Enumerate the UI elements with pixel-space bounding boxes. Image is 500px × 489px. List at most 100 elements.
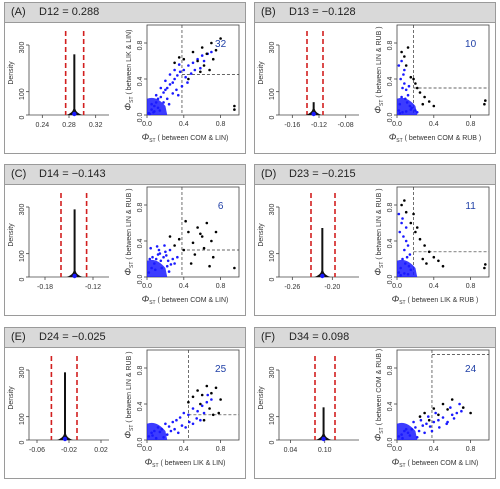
scatter-point-blue [173,68,176,72]
scatter-point-blue [158,109,162,112]
scatter-count-label: 32 [215,39,227,50]
density-plot: 0 100 300 Density -0.06 -0.02 0.02 [8,356,109,454]
panel-header: (A) D12 = 0.288 [5,3,245,23]
scatter-point-blue [401,257,404,261]
scatter-point-blue [398,111,402,115]
scatter-point-black [233,266,236,270]
scatter-point-black [483,266,486,270]
scatter-point-blue [437,418,440,422]
scatter-point-blue [406,273,410,276]
scatter-point-blue [150,102,153,106]
y-axis-label: ΦST ( between COM & RUB ) [373,349,385,442]
x-label-subscript: ST [399,300,405,306]
scatter-y-tick-label: 0.8 [387,41,394,51]
density-x-tick-label: 0.02 [94,447,108,454]
scatter-point-blue [159,95,163,99]
scatter-point-black [427,418,431,422]
scatter-point-blue [401,436,404,440]
scatter-point-blue [168,248,172,252]
scatter-point-blue [166,259,170,263]
scatter-count-label: 24 [465,364,477,375]
panel-e: (E) D24 = −0.025 0 100 300 Density -0.06 -0.0… [4,327,246,479]
y-axis-label: ΦST ( between LIK & LIN) [123,30,135,111]
scatter-y-tick-label: 0.4 [387,239,394,249]
scatter-point-blue [149,246,152,250]
scatter-point-blue [199,418,202,422]
scatter-x-tick-label: 0.0 [392,283,402,290]
scatter-point-blue [173,77,176,81]
scatter-point-blue [458,402,461,406]
panel-d-statistic: D14 = −0.143 [39,168,106,180]
scatter-point-black [437,259,440,263]
scatter-y-tick-label: 0.8 [137,41,144,51]
scatter-point-blue [430,429,434,433]
scatter-point-blue [189,72,193,75]
scatter-point-blue [160,427,164,431]
panel-label: (C) [11,168,27,180]
scatter-point-black [177,237,181,241]
scatter-point-black [191,241,195,245]
scatter-x-tick-label: 0.8 [466,283,476,290]
scatter-point-black [415,226,419,229]
density-y-tick-label: 0 [269,115,276,119]
x-label-text: ( between LIK & RUB ) [406,297,479,304]
scatter-point-blue [405,101,409,104]
scatter-point-blue [449,406,452,409]
x-axis-label: ΦST ( between COM & RUB ) [389,132,482,144]
scatter-y-tick-label: 0.0 [137,438,144,448]
panel-header: (F) D34 = 0.098 [255,328,495,348]
y-label-symbol: Φ [123,431,133,439]
scatter-point-black [205,384,209,388]
density-y-axis-label: Density [8,61,15,85]
scatter-point-black [423,411,426,415]
scatter-point-blue [397,64,401,67]
scatter-y-tick-label: 0.4 [137,239,144,249]
scatter-point-blue [171,81,175,84]
density-x-tick-label: -0.08 [338,122,354,129]
scatter-point-blue [176,93,180,97]
density-observed-marker [72,111,77,117]
density-x-tick-label: -0.06 [29,447,45,454]
scatter-point-blue [438,426,441,429]
density-observed-marker [311,111,316,117]
scatter-point-blue [195,417,198,420]
scatter-point-blue [175,88,178,92]
scatter-y-tick-label: 0.0 [387,438,394,448]
scatter-point-blue [414,426,417,429]
panel-d-statistic: D13 = −0.128 [289,6,356,18]
scatter-point-blue [398,102,402,106]
scatter-point-blue [445,422,448,426]
scatter-point-black [423,244,426,247]
density-plot: 0 100 300 Density -0.26 -0.20 [258,193,359,291]
scatter-point-blue [404,226,408,229]
scatter-point-black [189,262,193,265]
scatter-point-black [403,199,406,202]
scatter-point-black [421,102,425,106]
x-label-text: ( between COM & RUB ) [403,135,482,142]
scatter-point-blue [159,86,163,90]
density-y-tick-label: 0 [269,440,276,444]
y-label-subscript: ST [129,425,135,431]
scatter-point-blue [402,235,405,238]
scatter-point-black [409,75,413,79]
scatter-point-blue [165,97,169,101]
y-axis-label: ΦST ( between LIN & RUB ) [373,188,385,275]
scatter-point-black [446,408,449,411]
scatter-point-black [432,407,436,410]
x-label-symbol: Φ [392,457,400,467]
scatter-point-blue [156,106,160,110]
scatter-x-tick-label: 0.8 [216,446,226,453]
density-plot: 0 100 300 Density -0.16 -0.12 -0.08 [258,31,359,129]
scatter-point-blue [162,91,165,94]
y-label-text: ( between LIN & RUB ) [126,188,133,261]
scatter-point-black [406,46,410,49]
scatter-point-black [418,91,422,94]
scatter-point-blue [403,82,406,85]
y-label-text: ( between COM & RUB ) [376,349,383,428]
scatter-point-blue [409,108,413,111]
x-label-subscript: ST [396,138,402,144]
scatter-point-blue [408,253,412,256]
scatter-point-blue [415,436,419,439]
scatter-point-blue [402,73,405,76]
